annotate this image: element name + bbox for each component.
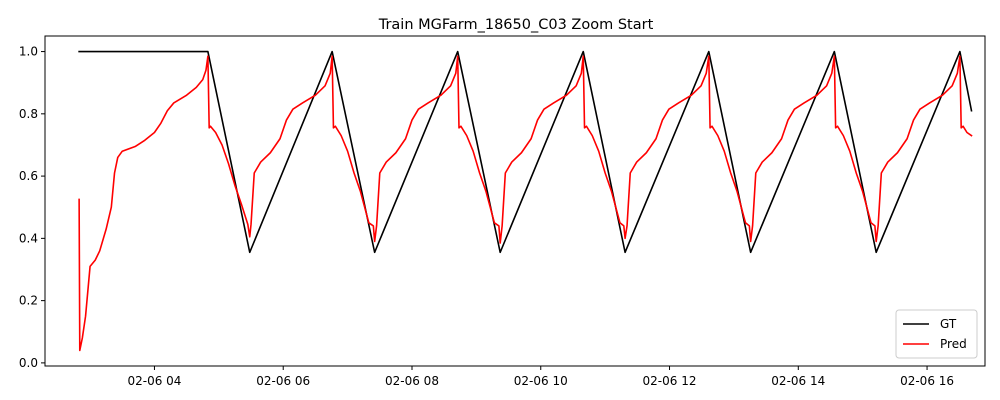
x-axis: 02-06 04 02-06 06 02-06 08 02-06 10 02-06 12… bbox=[127, 366, 954, 388]
y-tick-label: 0.2 bbox=[19, 294, 38, 308]
y-axis: 0.0 0.2 0.4 0.6 0.8 1.0 bbox=[19, 45, 45, 370]
y-tick-label: 0.8 bbox=[19, 107, 38, 121]
y-tick-label: 0.0 bbox=[19, 356, 38, 370]
series-line-pred bbox=[78, 55, 973, 352]
y-tick-label: 0.4 bbox=[19, 231, 38, 245]
x-tick-label: 02-06 12 bbox=[643, 374, 697, 388]
y-tick-label: 1.0 bbox=[19, 45, 38, 59]
x-tick-label: 02-06 10 bbox=[514, 374, 568, 388]
legend-label-pred: Pred bbox=[940, 337, 967, 351]
legend-label-gt: GT bbox=[940, 317, 957, 331]
y-tick-label: 0.6 bbox=[19, 169, 38, 183]
x-tick-label: 02-06 08 bbox=[385, 374, 439, 388]
legend-box bbox=[895, 309, 978, 359]
x-tick-label: 02-06 14 bbox=[771, 374, 825, 388]
x-tick-label: 02-06 16 bbox=[900, 374, 954, 388]
chart-title: Train MGFarm_18650_C03 Zoom Start bbox=[378, 17, 654, 33]
series-line-gt bbox=[78, 50, 973, 254]
legend: GT Pred bbox=[895, 309, 978, 359]
plot-area bbox=[78, 50, 973, 352]
x-tick-label: 02-06 06 bbox=[256, 374, 310, 388]
x-tick-label: 02-06 04 bbox=[127, 374, 181, 388]
plot-frame bbox=[44, 35, 986, 367]
